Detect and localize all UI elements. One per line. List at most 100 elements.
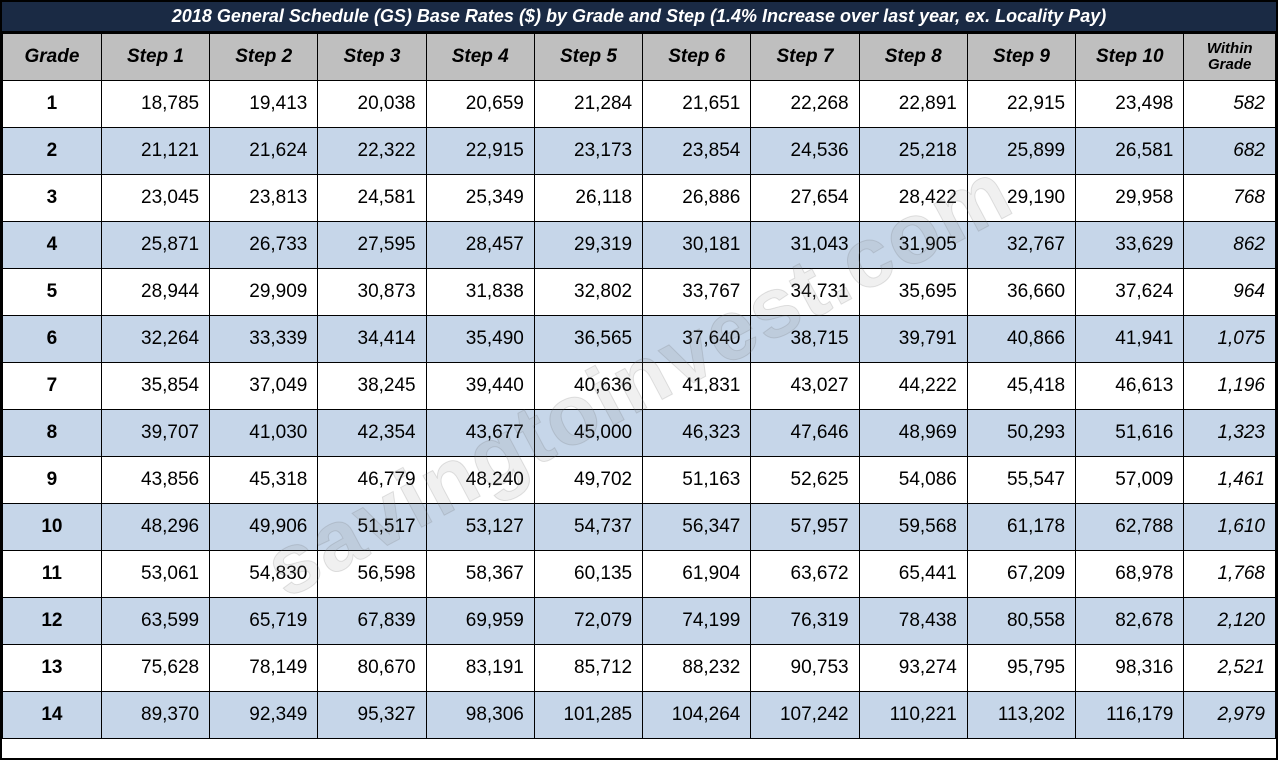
step-cell: 21,284	[534, 81, 642, 128]
grade-cell: 11	[3, 551, 102, 598]
pay-table-container: 2018 General Schedule (GS) Base Rates ($…	[0, 0, 1278, 760]
step-cell: 31,905	[859, 222, 967, 269]
step-cell: 36,660	[967, 269, 1075, 316]
step-cell: 69,959	[426, 598, 534, 645]
table-row: 221,12121,62422,32222,91523,17323,85424,…	[3, 128, 1276, 175]
step-cell: 24,536	[751, 128, 859, 175]
within-grade-cell: 862	[1184, 222, 1276, 269]
grade-cell: 8	[3, 410, 102, 457]
step-cell: 29,319	[534, 222, 642, 269]
step-cell: 48,240	[426, 457, 534, 504]
step-cell: 40,866	[967, 316, 1075, 363]
step-cell: 67,209	[967, 551, 1075, 598]
step-cell: 30,873	[318, 269, 426, 316]
step-cell: 31,043	[751, 222, 859, 269]
step-cell: 26,886	[643, 175, 751, 222]
step-cell: 95,795	[967, 645, 1075, 692]
within-grade-cell: 1,768	[1184, 551, 1276, 598]
step-cell: 90,753	[751, 645, 859, 692]
step-cell: 57,957	[751, 504, 859, 551]
step-cell: 33,629	[1076, 222, 1184, 269]
step-cell: 22,915	[967, 81, 1075, 128]
step-cell: 53,127	[426, 504, 534, 551]
within-grade-cell: 1,196	[1184, 363, 1276, 410]
step-cell: 65,441	[859, 551, 967, 598]
step-cell: 28,457	[426, 222, 534, 269]
within-grade-cell: 2,120	[1184, 598, 1276, 645]
step-cell: 57,009	[1076, 457, 1184, 504]
within-grade-cell: 1,610	[1184, 504, 1276, 551]
step-cell: 21,651	[643, 81, 751, 128]
step-cell: 80,558	[967, 598, 1075, 645]
step-cell: 72,079	[534, 598, 642, 645]
step-cell: 22,322	[318, 128, 426, 175]
step-cell: 26,581	[1076, 128, 1184, 175]
table-row: 425,87126,73327,59528,45729,31930,18131,…	[3, 222, 1276, 269]
step-cell: 24,581	[318, 175, 426, 222]
step-cell: 25,218	[859, 128, 967, 175]
step-cell: 56,347	[643, 504, 751, 551]
table-row: 735,85437,04938,24539,44040,63641,83143,…	[3, 363, 1276, 410]
step-cell: 34,731	[751, 269, 859, 316]
step-cell: 92,349	[210, 692, 318, 739]
step-cell: 33,339	[210, 316, 318, 363]
step-cell: 23,498	[1076, 81, 1184, 128]
step-cell: 56,598	[318, 551, 426, 598]
grade-cell: 14	[3, 692, 102, 739]
table-row: 1048,29649,90651,51753,12754,73756,34757…	[3, 504, 1276, 551]
step-cell: 82,678	[1076, 598, 1184, 645]
step-cell: 25,871	[101, 222, 209, 269]
step-cell: 74,199	[643, 598, 751, 645]
grade-cell: 1	[3, 81, 102, 128]
step-cell: 51,517	[318, 504, 426, 551]
step-cell: 23,045	[101, 175, 209, 222]
step-cell: 38,715	[751, 316, 859, 363]
step-cell: 60,135	[534, 551, 642, 598]
step-cell: 26,733	[210, 222, 318, 269]
within-grade-cell: 1,461	[1184, 457, 1276, 504]
step-cell: 28,422	[859, 175, 967, 222]
col-within-grade: WithinGrade	[1184, 34, 1276, 81]
col-step10: Step 10	[1076, 34, 1184, 81]
step-cell: 59,568	[859, 504, 967, 551]
step-cell: 39,707	[101, 410, 209, 457]
step-cell: 54,086	[859, 457, 967, 504]
step-cell: 45,318	[210, 457, 318, 504]
grade-cell: 7	[3, 363, 102, 410]
col-step6: Step 6	[643, 34, 751, 81]
step-cell: 22,891	[859, 81, 967, 128]
table-row: 632,26433,33934,41435,49036,56537,64038,…	[3, 316, 1276, 363]
step-cell: 41,030	[210, 410, 318, 457]
within-grade-cell: 582	[1184, 81, 1276, 128]
step-cell: 20,038	[318, 81, 426, 128]
table-row: 839,70741,03042,35443,67745,00046,32347,…	[3, 410, 1276, 457]
step-cell: 41,941	[1076, 316, 1184, 363]
step-cell: 35,695	[859, 269, 967, 316]
within-grade-cell: 2,521	[1184, 645, 1276, 692]
step-cell: 19,413	[210, 81, 318, 128]
step-cell: 25,349	[426, 175, 534, 222]
table-row: 1153,06154,83056,59858,36760,13561,90463…	[3, 551, 1276, 598]
col-step9: Step 9	[967, 34, 1075, 81]
col-step7: Step 7	[751, 34, 859, 81]
grade-cell: 2	[3, 128, 102, 175]
step-cell: 37,049	[210, 363, 318, 410]
step-cell: 46,613	[1076, 363, 1184, 410]
step-cell: 32,802	[534, 269, 642, 316]
step-cell: 35,490	[426, 316, 534, 363]
within-grade-cell: 1,323	[1184, 410, 1276, 457]
step-cell: 32,264	[101, 316, 209, 363]
col-step3: Step 3	[318, 34, 426, 81]
step-cell: 39,791	[859, 316, 967, 363]
step-cell: 55,547	[967, 457, 1075, 504]
step-cell: 110,221	[859, 692, 967, 739]
step-cell: 43,027	[751, 363, 859, 410]
step-cell: 29,958	[1076, 175, 1184, 222]
step-cell: 43,856	[101, 457, 209, 504]
within-grade-cell: 1,075	[1184, 316, 1276, 363]
step-cell: 54,737	[534, 504, 642, 551]
step-cell: 32,767	[967, 222, 1075, 269]
step-cell: 20,659	[426, 81, 534, 128]
step-cell: 49,702	[534, 457, 642, 504]
step-cell: 50,293	[967, 410, 1075, 457]
